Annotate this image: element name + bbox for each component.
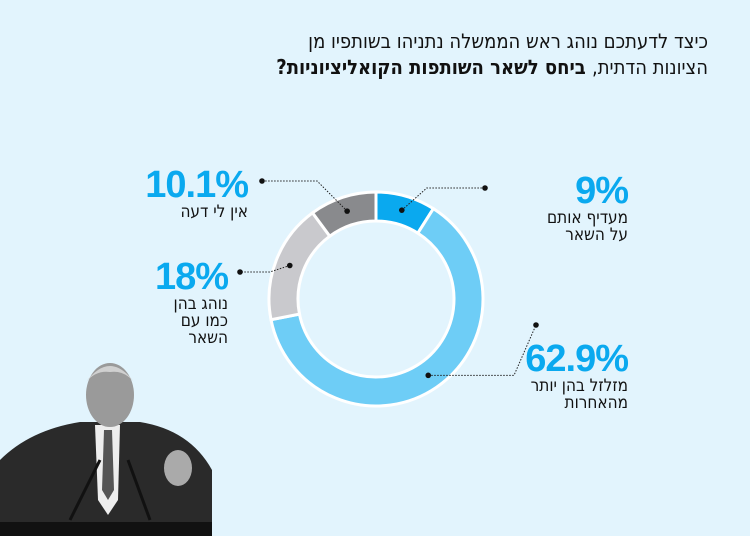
donut-slice [267, 210, 332, 322]
category-label: על השאר [565, 225, 628, 245]
value-label: 10.1% [145, 164, 249, 206]
label-slice-2: 18% נוהג בהן כמו עם השאר [154, 256, 229, 348]
title-line-2-regular: הציונות הדתית, [592, 55, 708, 79]
label-slice-0: 9% מעדיף אותם על השאר [547, 170, 629, 245]
value-label: 9% [575, 170, 629, 212]
leader-dot [425, 372, 432, 379]
category-label: נוהג בהן [173, 294, 228, 314]
title-line-2-bold: ביחס לשאר השותפות הקואליציוניות? [276, 55, 593, 79]
category-label: מזלזל בהן יותר [530, 376, 628, 396]
category-label: מהאחרות [564, 393, 628, 413]
title-line-1: כיצד לדעתכם נוהג ראש הממשלה נתניהו בשותפ… [308, 29, 708, 53]
leader-dot [286, 262, 293, 269]
leader-line [262, 180, 348, 212]
category-label: כמו עם [180, 311, 228, 331]
leader-dot [482, 185, 488, 191]
donut-slice [269, 206, 485, 408]
politician-photo [0, 363, 212, 536]
category-label: אין לי דעה [180, 202, 248, 222]
leader-dot [259, 178, 265, 184]
leader-dot [237, 269, 243, 275]
leader-line [401, 187, 485, 211]
leader-dot [344, 208, 350, 214]
category-label: מעדיף אותם [547, 208, 628, 228]
label-slice-1: 62.9% מזלזל בהן יותר מהאחרות [525, 338, 629, 413]
leader-dot [533, 322, 539, 328]
donut-slice [310, 190, 378, 239]
value-label: 18% [154, 256, 229, 298]
leader-line [240, 265, 290, 273]
label-slice-3: 10.1% אין לי דעה [145, 164, 249, 222]
title-line-2: הציונות הדתית, ביחס לשאר השותפות הקואליצ… [188, 54, 708, 80]
leader-dot [399, 207, 405, 213]
value-label: 62.9% [525, 338, 629, 380]
chart-title: כיצד לדעתכם נוהג ראש הממשלה נתניהו בשותפ… [188, 28, 708, 80]
category-label: השאר [188, 328, 228, 348]
